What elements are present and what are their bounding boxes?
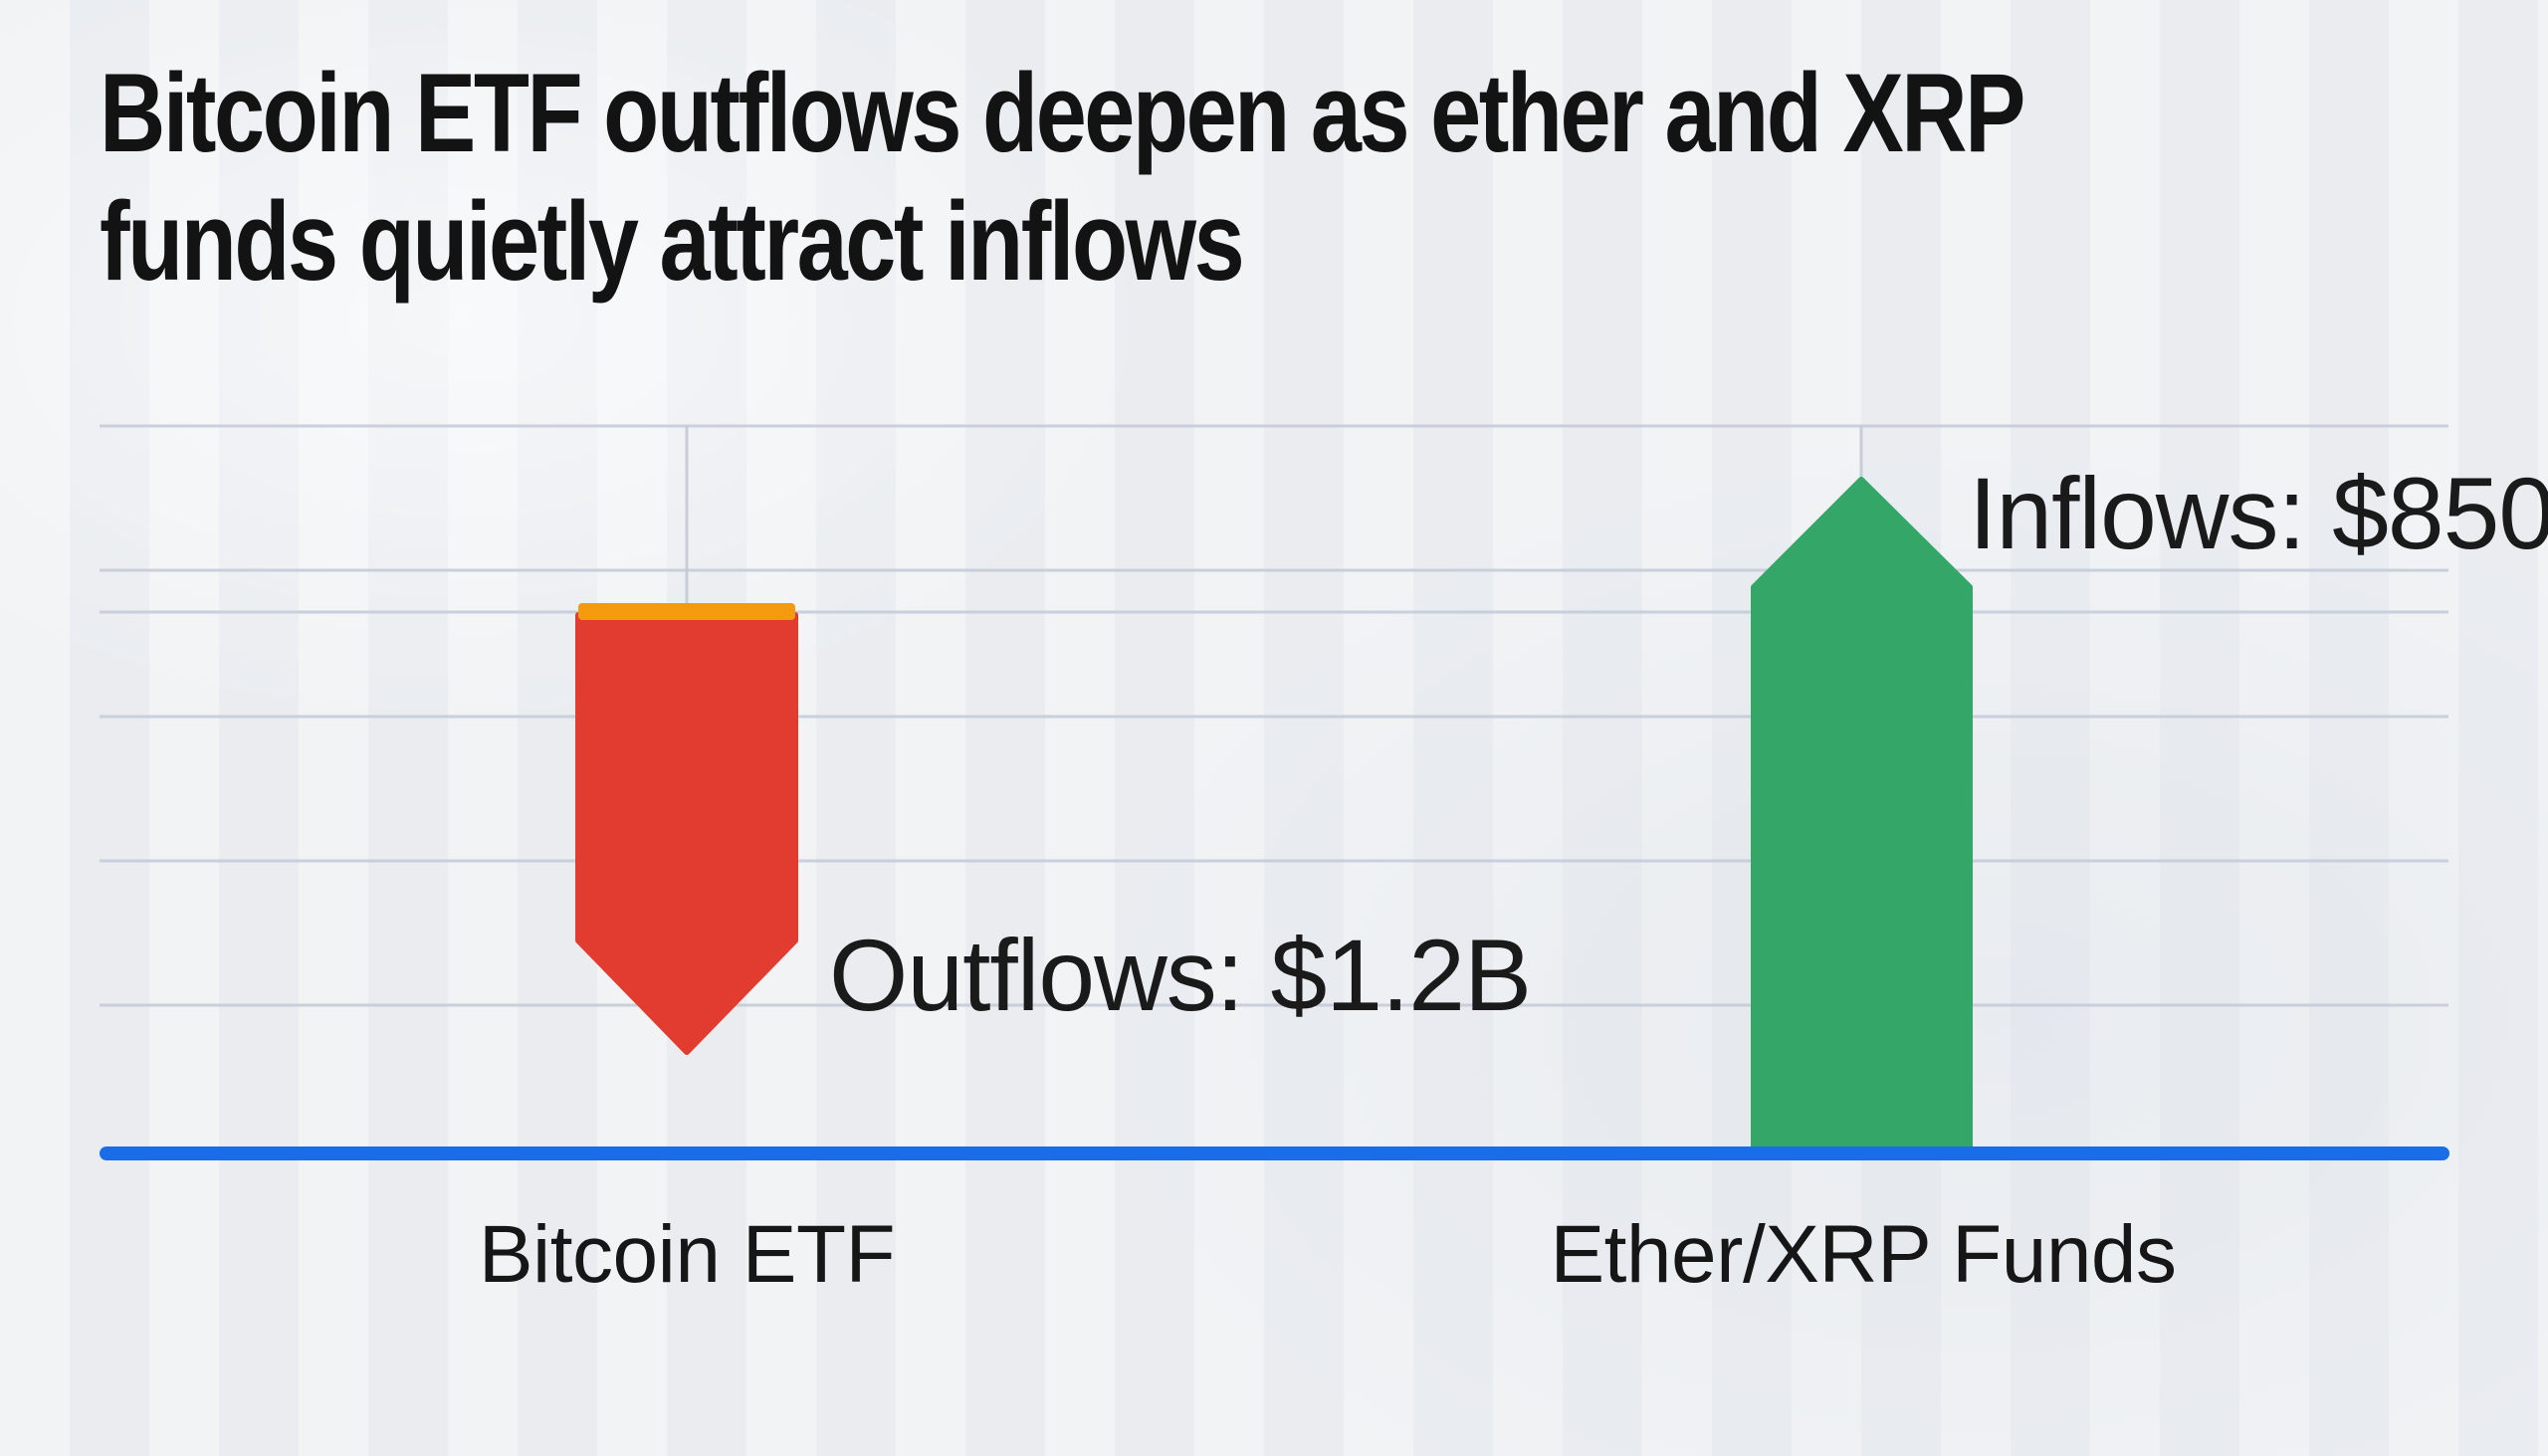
chart-title: Bitcoin ETF outflows deepen as ether and… bbox=[100, 51, 2025, 304]
category-label-bitcoin-etf: Bitcoin ETF bbox=[478, 1209, 896, 1300]
horizontal-gridlines bbox=[100, 424, 2448, 1007]
category-label-ether-xrp-funds: Ether/XRP Funds bbox=[1550, 1209, 2177, 1300]
ether-up-arrow bbox=[1751, 477, 1973, 1154]
inflows-value-label: Inflows: $850M bbox=[1969, 457, 2548, 570]
outflows-value-label: Outflows: $1.2B bbox=[829, 919, 1532, 1032]
bitcoin-arrow-cap bbox=[578, 603, 795, 620]
vertical-gridlines bbox=[685, 426, 1863, 605]
bitcoin-down-arrow bbox=[575, 612, 798, 1055]
